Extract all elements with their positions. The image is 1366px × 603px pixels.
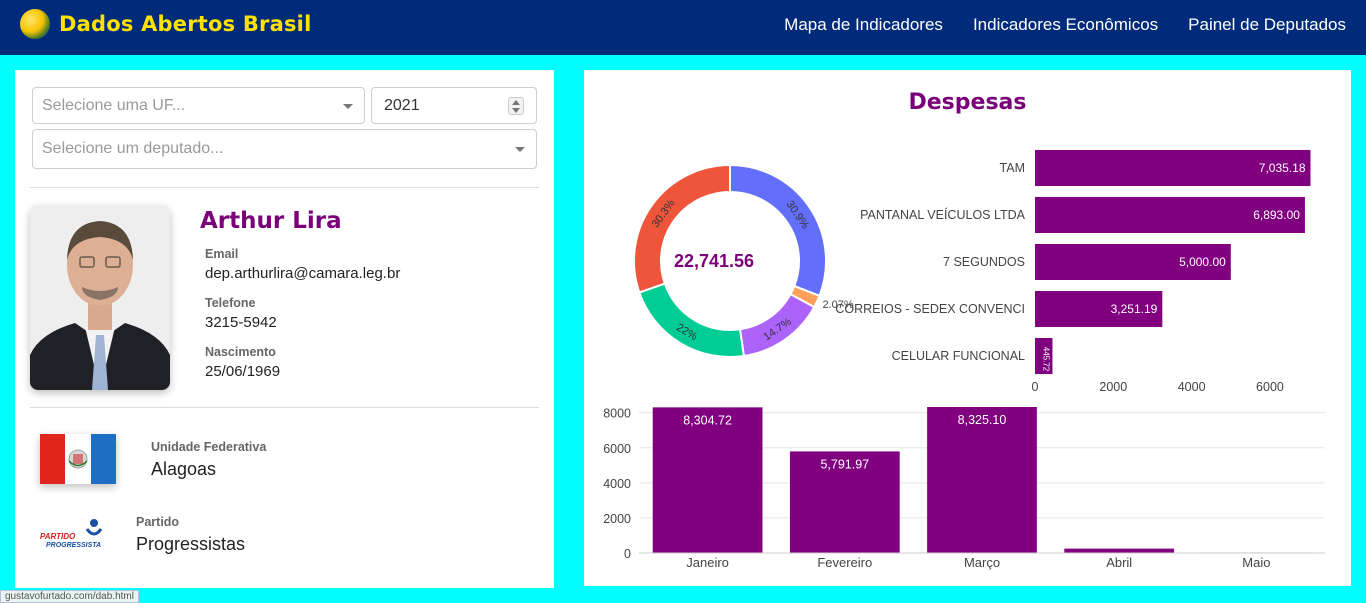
year-stepper[interactable] bbox=[508, 97, 524, 115]
supplier-label: CELULAR FUNCIONAL bbox=[892, 349, 1025, 363]
month-bar[interactable] bbox=[1064, 548, 1175, 553]
chart-title: Despesas bbox=[908, 90, 1027, 115]
month-bar[interactable] bbox=[789, 451, 900, 553]
supplier-label: CORREIOS - SEDEX CONVENCI bbox=[835, 302, 1025, 316]
x-tick-label: 0 bbox=[1032, 380, 1039, 394]
supplier-bar[interactable] bbox=[1035, 197, 1305, 233]
donut-slice[interactable] bbox=[633, 163, 731, 294]
nav-links: Mapa de Indicadores Indicadores Econômic… bbox=[784, 15, 1346, 35]
uf-select[interactable]: Selecione uma UF... bbox=[32, 87, 365, 124]
year-value: 2021 bbox=[384, 97, 420, 114]
y-tick-label: 2000 bbox=[603, 512, 631, 526]
supplier-value: 6,893.00 bbox=[1253, 208, 1300, 222]
party-label: Partido bbox=[136, 515, 180, 529]
deputy-select-placeholder: Selecione um deputado... bbox=[42, 140, 224, 157]
stepper-down-icon[interactable] bbox=[512, 108, 520, 113]
supplier-label: PANTANAL VEÍCULOS LTDA bbox=[860, 207, 1026, 222]
expenses-card: Despesas 30.9% 2.07% 14.7% 22% 30.3% 22,741.… bbox=[584, 70, 1351, 586]
supplier-bar[interactable] bbox=[1035, 150, 1311, 186]
month-bar[interactable] bbox=[652, 407, 763, 553]
divider bbox=[30, 407, 539, 408]
email-value: dep.arthurlira@camara.leg.br bbox=[205, 265, 401, 282]
chevron-down-icon bbox=[515, 147, 525, 152]
supplier-label: 7 SEGUNDOS bbox=[943, 255, 1025, 269]
month-label: Fevereiro bbox=[817, 555, 872, 570]
progressistas-logo-icon: PARTIDO PROGRESSISTA bbox=[40, 519, 103, 549]
supplier-label: TAM bbox=[1000, 161, 1025, 175]
supplier-bar[interactable] bbox=[1035, 244, 1231, 280]
navbar: Dados Abertos Brasil Mapa de Indicadores… bbox=[0, 0, 1366, 55]
supplier-value: 5,000.00 bbox=[1179, 255, 1226, 269]
birth-label: Nascimento bbox=[205, 345, 276, 359]
brazil-logo-icon bbox=[20, 9, 50, 39]
month-label: Maio bbox=[1242, 555, 1270, 570]
donut-slice[interactable] bbox=[638, 282, 746, 358]
chevron-down-icon bbox=[343, 103, 353, 109]
supplier-bar[interactable] bbox=[1035, 291, 1163, 327]
deputy-photo bbox=[30, 205, 170, 390]
supplier-value: 445.72 bbox=[1042, 347, 1051, 372]
deputy-card: Selecione uma UF... 2021 Selecione um de… bbox=[15, 70, 554, 588]
deputy-select[interactable]: Selecione um deputado... bbox=[32, 129, 537, 169]
stepper-up-icon[interactable] bbox=[512, 100, 520, 105]
month-label: Abril bbox=[1106, 555, 1132, 570]
monthly-bar-chart: 0 2000 4000 6000 8000 8,304.72 Janeiro 5,791.97… bbox=[603, 407, 1325, 570]
y-tick-label: 8000 bbox=[603, 407, 631, 421]
month-value: 8,304.72 bbox=[683, 413, 732, 427]
party-logo-text-2: PROGRESSISTA bbox=[46, 542, 101, 549]
year-input[interactable]: 2021 bbox=[371, 87, 537, 124]
expenses-charts: 30.9%2.07%14.7%22%30.3% 22,741.56 TAM 7,0… bbox=[603, 150, 1325, 570]
state-value: Alagoas bbox=[151, 459, 217, 479]
y-tick-label: 6000 bbox=[603, 442, 631, 456]
party-logo-text-1: PARTIDO bbox=[40, 532, 76, 541]
birth-value: 25/06/1969 bbox=[205, 363, 281, 380]
nav-link-mapa[interactable]: Mapa de Indicadores bbox=[784, 15, 943, 34]
divider bbox=[30, 187, 539, 188]
y-tick-label: 0 bbox=[624, 547, 631, 561]
party-logo: PARTIDO PROGRESSISTA bbox=[38, 517, 104, 551]
email-label: Email bbox=[205, 247, 239, 261]
deputy-portrait-icon bbox=[30, 205, 170, 390]
state-label: Unidade Federativa bbox=[151, 440, 267, 454]
supplier-value: 3,251.19 bbox=[1111, 302, 1158, 316]
y-tick-label: 4000 bbox=[603, 477, 631, 491]
state-flag bbox=[40, 434, 116, 484]
month-value: 8,325.10 bbox=[958, 413, 1007, 427]
nav-link-deputados[interactable]: Painel de Deputados bbox=[1188, 15, 1346, 34]
phone-label: Telefone bbox=[205, 296, 256, 310]
supplier-value: 7,035.18 bbox=[1259, 161, 1306, 175]
month-bar[interactable] bbox=[927, 407, 1037, 553]
supplier-bar[interactable] bbox=[1035, 338, 1053, 374]
x-tick-label: 6000 bbox=[1256, 380, 1284, 394]
supplier-bar-chart: TAM 7,035.18 PANTANAL VEÍCULOS LTDA 6,893.0… bbox=[835, 150, 1311, 394]
status-bar-url: gustavofurtado.com/dab.html bbox=[0, 590, 139, 603]
month-label: Janeiro bbox=[686, 555, 729, 570]
alagoas-flag-icon bbox=[40, 434, 116, 484]
uf-select-placeholder: Selecione uma UF... bbox=[42, 96, 186, 114]
brand-name[interactable]: Dados Abertos Brasil bbox=[59, 12, 312, 36]
x-tick-label: 4000 bbox=[1178, 380, 1206, 394]
donut-chart: 30.9%2.07%14.7%22%30.3% bbox=[633, 163, 854, 358]
month-label: Março bbox=[964, 555, 1000, 570]
donut-slice[interactable] bbox=[729, 163, 827, 298]
deputy-name: Arthur Lira bbox=[200, 208, 342, 234]
phone-value: 3215-5942 bbox=[205, 314, 277, 331]
brand[interactable]: Dados Abertos Brasil bbox=[20, 8, 311, 40]
x-tick-label: 2000 bbox=[1099, 380, 1127, 394]
nav-link-economicos[interactable]: Indicadores Econômicos bbox=[972, 15, 1159, 34]
month-value: 5,791.97 bbox=[820, 457, 869, 471]
party-value: Progressistas bbox=[136, 534, 246, 554]
donut-slice-label: 2.07% bbox=[822, 299, 853, 311]
donut-center-total: 22,741.56 bbox=[674, 251, 754, 271]
